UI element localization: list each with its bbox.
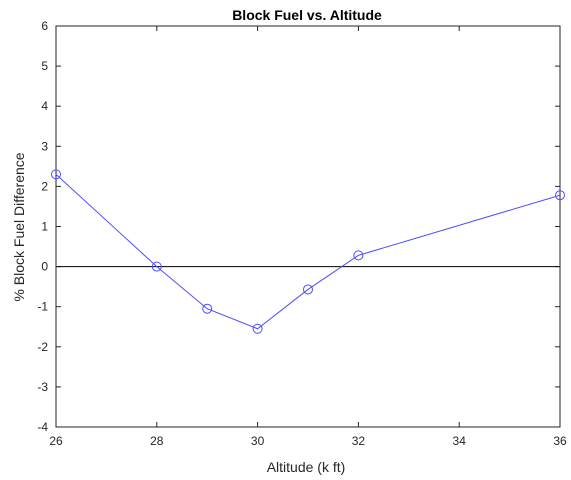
y-tick-label: -1	[37, 300, 48, 314]
y-tick-label: 3	[41, 139, 48, 153]
data-point-marker	[555, 190, 565, 201]
y-tick-label: -4	[37, 420, 48, 434]
data-point-marker	[353, 250, 364, 261]
x-tick-label: 26	[49, 434, 63, 448]
y-tick-label: 1	[41, 220, 48, 234]
y-tick-label: 6	[41, 19, 48, 33]
y-tick-label: 2	[41, 179, 48, 193]
data-point-marker	[202, 303, 213, 314]
chart-title: Block Fuel vs. Altitude	[232, 7, 382, 23]
data-point-marker	[151, 261, 162, 272]
y-axis-label: % Block Fuel Difference	[11, 152, 27, 301]
axes-box	[55, 25, 561, 428]
x-tick-label: 36	[553, 434, 567, 448]
y-tick-label: -3	[37, 380, 48, 394]
data-point-marker	[252, 323, 263, 334]
y-tick-label: 0	[41, 260, 48, 274]
y-tick-label: -2	[37, 340, 48, 354]
y-tick-label: 5	[41, 59, 48, 73]
series-line	[55, 174, 561, 330]
x-tick-label: 32	[352, 434, 366, 448]
x-axis-label: Altitude (k ft)	[267, 459, 346, 475]
data-point-marker	[303, 284, 313, 295]
x-tick-label: 34	[453, 434, 467, 448]
data-point-marker	[51, 169, 61, 180]
x-tick-label: 28	[150, 434, 164, 448]
y-tick-label: 4	[41, 99, 48, 113]
x-tick-label: 30	[251, 434, 265, 448]
